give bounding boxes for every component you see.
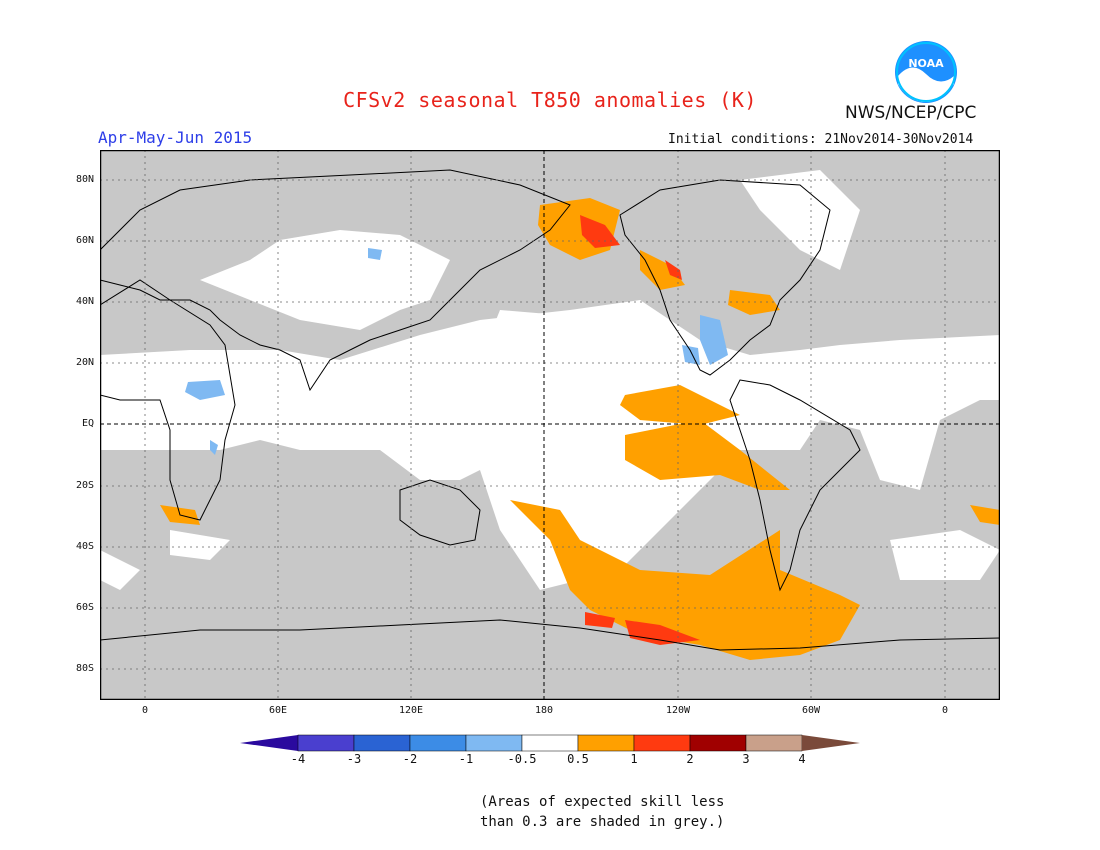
reference-lines <box>100 150 1000 700</box>
coastlines <box>100 169 1000 651</box>
lon-label: 120E <box>398 705 424 716</box>
colorbar <box>240 734 860 752</box>
lon-label: 180 <box>534 705 554 716</box>
colorbar-label: -1 <box>458 752 474 766</box>
colorbar-arrow-left <box>240 735 298 751</box>
logo-text: NOAA <box>908 57 944 70</box>
lat-label: 20S <box>75 480 94 491</box>
strong-warm-regions <box>580 215 700 645</box>
lon-label: 0 <box>141 705 149 716</box>
lat-label: 40S <box>75 541 94 552</box>
lon-label: 120W <box>665 705 691 716</box>
lat-label: 80S <box>75 663 94 674</box>
lat-label: 20N <box>75 357 94 368</box>
anomaly-map <box>100 150 1000 700</box>
cold-anomaly-regions <box>185 248 728 455</box>
colorbar-label: 2 <box>686 752 694 766</box>
warm-anomaly-regions <box>160 198 1000 660</box>
colorbar-label: -2 <box>402 752 418 766</box>
colorbar-label: 0.5 <box>567 752 589 766</box>
lat-label: 60N <box>75 235 94 246</box>
colorbar-label: 4 <box>798 752 806 766</box>
lat-label: 60S <box>75 602 94 613</box>
season-label: Apr-May-Jun 2015 <box>98 128 253 147</box>
map-frame <box>100 150 1000 700</box>
colorbar-label: -3 <box>346 752 362 766</box>
agency-label: NWS/NCEP/CPC <box>845 103 977 123</box>
colorbar-label: 3 <box>742 752 750 766</box>
colorbar-label: -4 <box>290 752 306 766</box>
lon-label: 60W <box>801 705 821 716</box>
colorbar-label: -0.5 <box>507 752 537 766</box>
noaa-logo: NOAA <box>895 41 957 103</box>
lon-label: 0 <box>941 705 949 716</box>
note-line-1: (Areas of expected skill less <box>480 794 725 810</box>
colorbar-arrow-right <box>802 735 860 751</box>
lat-label: 80N <box>75 174 94 185</box>
initial-conditions: Initial conditions: 21Nov2014-30Nov2014 <box>668 132 974 147</box>
chart-title: CFSv2 seasonal T850 anomalies (K) <box>343 88 757 112</box>
neutral-regions <box>100 170 1000 590</box>
lat-label: 40N <box>75 296 94 307</box>
colorbar-label: 1 <box>630 752 638 766</box>
note-line-2: than 0.3 are shaded in grey.) <box>480 814 725 830</box>
grid <box>100 150 1000 700</box>
skill-note: (Areas of expected skill less than 0.3 a… <box>480 792 724 832</box>
lon-label: 60E <box>268 705 288 716</box>
lat-label: EQ <box>81 418 94 429</box>
